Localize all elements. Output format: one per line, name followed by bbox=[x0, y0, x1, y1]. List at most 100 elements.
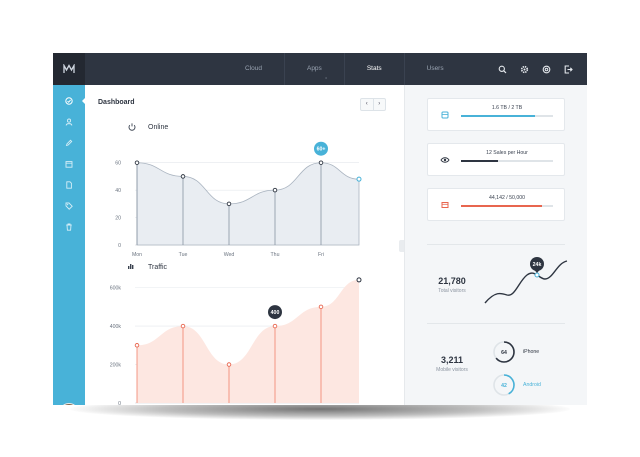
sidebar-item-calendar[interactable] bbox=[53, 154, 85, 174]
y-tick-label: 200k bbox=[110, 363, 122, 369]
items-progress-fill bbox=[461, 205, 542, 207]
x-tick-label: Mon bbox=[132, 252, 142, 258]
y-tick-label: 40 bbox=[115, 188, 121, 194]
storage-label: 1.6 TB / 2 TB bbox=[491, 105, 523, 111]
x-tick-label: Wed bbox=[224, 252, 235, 258]
traffic-end-point[interactable] bbox=[356, 277, 362, 283]
online-area bbox=[136, 162, 360, 246]
android-ring bbox=[493, 374, 515, 396]
nav-item-users[interactable]: Users bbox=[403, 53, 466, 85]
online-end-point[interactable] bbox=[356, 176, 362, 182]
main-nav: Cloud Apps • Stats Users bbox=[223, 53, 466, 85]
traffic-badge-label: 400 bbox=[271, 310, 280, 316]
data-point[interactable] bbox=[272, 323, 278, 329]
stats-panel: 1.6 TB / 2 TB 12 Sales per Hour 44,142 /… bbox=[404, 85, 587, 405]
sales-progress-fill bbox=[461, 160, 498, 162]
top-actions bbox=[491, 53, 579, 85]
nav-item-stats[interactable]: Stats bbox=[343, 53, 404, 85]
online-badge-label: 60+ bbox=[317, 147, 326, 153]
sidebar-item-edit[interactable] bbox=[53, 133, 85, 153]
data-point[interactable] bbox=[134, 343, 140, 348]
sidebar-item-users[interactable] bbox=[53, 112, 85, 132]
items-progress bbox=[461, 205, 553, 207]
mobile-visitors-value: 3,211 bbox=[440, 355, 464, 365]
traffic-title: Traffic bbox=[148, 264, 168, 271]
nav-label: Cloud bbox=[245, 65, 262, 72]
dashboard-icon bbox=[65, 97, 73, 105]
search-icon[interactable] bbox=[491, 53, 513, 85]
total-visitors-label: Total visitors bbox=[438, 288, 466, 294]
storage-progress-fill bbox=[461, 115, 535, 117]
visitors-sparkline: 24k bbox=[484, 257, 568, 304]
iphone-ring-value: 64 bbox=[501, 350, 507, 356]
x-tick-label: Tue bbox=[179, 252, 188, 258]
visitors-badge-label: 24k bbox=[533, 262, 542, 268]
tag-icon bbox=[65, 202, 73, 210]
nav-label: Users bbox=[426, 65, 444, 72]
logo-m-icon[interactable] bbox=[53, 53, 85, 85]
data-point[interactable] bbox=[180, 323, 186, 329]
trash-icon bbox=[66, 223, 72, 231]
sidebar-item-trash[interactable] bbox=[53, 217, 85, 237]
document-icon bbox=[66, 181, 72, 189]
online-chart: Online 0 20 40 60 Mon Tue Wed Thu Fri 60+ bbox=[115, 123, 362, 258]
iphone-label: iPhone bbox=[523, 349, 540, 355]
data-point[interactable] bbox=[318, 160, 324, 165]
main-content: Dashboard ‹ › Online 0 20 40 60 Mon Tue Wed Th… bbox=[85, 85, 404, 405]
visitors-badge bbox=[530, 257, 544, 271]
storage-card: 1.6 TB / 2 TB bbox=[427, 98, 565, 131]
edit-icon bbox=[65, 139, 73, 147]
items-label: 44,142 / 50,000 bbox=[488, 195, 526, 201]
data-point[interactable] bbox=[272, 187, 278, 193]
divider bbox=[427, 244, 565, 245]
traffic-badge: 400 bbox=[268, 305, 282, 320]
panel-resize-handle[interactable] bbox=[399, 240, 407, 252]
mobile-rings: 64 42 bbox=[493, 341, 515, 396]
android-ring-value: 42 bbox=[501, 383, 507, 389]
calendar-icon bbox=[65, 161, 73, 168]
data-point[interactable] bbox=[180, 174, 186, 179]
divider bbox=[427, 323, 565, 324]
nav-item-apps[interactable]: Apps • bbox=[283, 53, 344, 85]
iphone-ring bbox=[493, 341, 515, 363]
y-tick-label: 20 bbox=[115, 216, 121, 222]
sidebar-item-dashboard[interactable] bbox=[53, 91, 86, 111]
data-point[interactable] bbox=[226, 362, 232, 367]
dashboard-window: Cloud Apps • Stats Users bbox=[53, 53, 587, 405]
avatar[interactable] bbox=[59, 403, 79, 405]
y-tick-label: 0 bbox=[118, 243, 121, 249]
x-tick-label: Thu bbox=[271, 252, 280, 258]
mobile-visitors-label: Mobile visitors bbox=[436, 367, 468, 373]
bar-chart-icon bbox=[128, 264, 134, 269]
y-tick-label: 0 bbox=[118, 401, 121, 405]
lifebuoy-icon[interactable] bbox=[535, 53, 557, 85]
nav-item-cloud[interactable]: Cloud bbox=[223, 53, 284, 85]
sidebar-item-documents[interactable] bbox=[53, 175, 85, 195]
logout-icon[interactable] bbox=[557, 53, 579, 85]
pager-next-button[interactable]: › bbox=[372, 99, 386, 110]
pager: ‹ › bbox=[360, 98, 386, 111]
sales-progress bbox=[461, 160, 553, 162]
traffic-area bbox=[137, 279, 359, 403]
data-point[interactable] bbox=[318, 304, 324, 310]
top-bar: Cloud Apps • Stats Users bbox=[53, 53, 587, 85]
sales-label: 12 Sales per Hour bbox=[486, 150, 528, 156]
sidebar-item-tags[interactable] bbox=[53, 196, 85, 216]
nav-label: Stats bbox=[366, 65, 382, 72]
nav-label: Apps bbox=[306, 65, 322, 72]
user-icon bbox=[65, 118, 73, 126]
box-icon bbox=[441, 202, 449, 208]
x-tick-label: Fri bbox=[318, 252, 324, 258]
android-label: Android bbox=[523, 382, 541, 388]
gear-icon[interactable] bbox=[513, 53, 535, 85]
pager-prev-button[interactable]: ‹ bbox=[365, 101, 368, 107]
data-point[interactable] bbox=[226, 201, 232, 207]
sparkline-point[interactable] bbox=[534, 272, 540, 278]
items-card: 44,142 / 50,000 bbox=[427, 188, 565, 221]
data-point[interactable] bbox=[134, 160, 140, 165]
sales-card: 12 Sales per Hour bbox=[427, 143, 565, 176]
sidebar bbox=[53, 85, 86, 405]
notification-dot: • bbox=[325, 75, 327, 80]
y-tick-label: 60 bbox=[115, 161, 121, 167]
